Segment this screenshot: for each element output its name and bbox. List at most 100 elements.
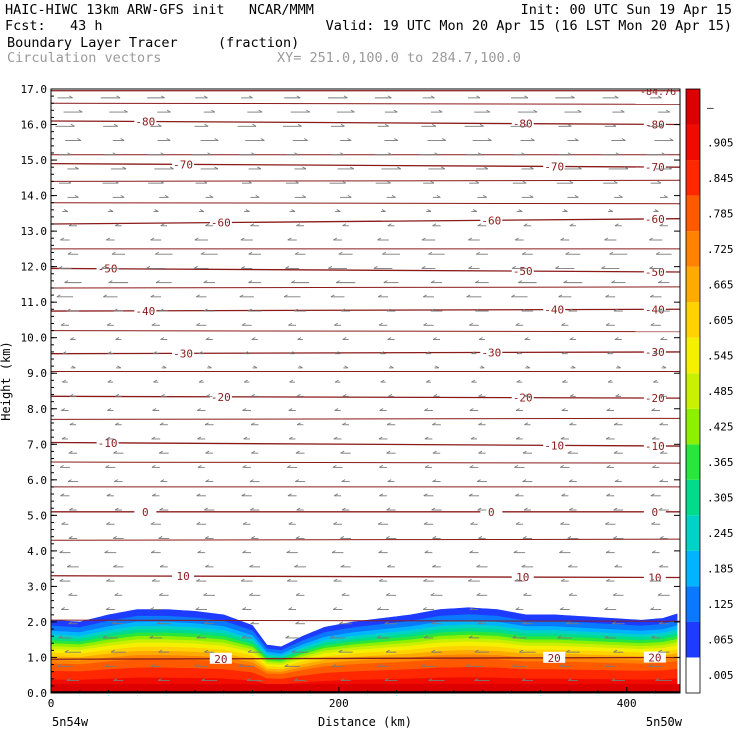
vector-head (67, 479, 72, 482)
y-axis-label: Height (km) (0, 341, 13, 420)
vector-head (68, 621, 73, 625)
vector-head (615, 152, 620, 156)
vector-head (157, 621, 162, 625)
vector-head (197, 464, 202, 468)
vector-head (611, 678, 616, 681)
vector-head (381, 209, 386, 212)
vector-head (64, 280, 69, 284)
vector-head (200, 209, 204, 212)
vector-head (480, 365, 485, 369)
vector-head (484, 166, 489, 170)
vector-head (421, 237, 426, 241)
vector-head (606, 493, 611, 497)
vector-head (659, 422, 664, 426)
vector-head (203, 308, 208, 312)
vector-head (605, 663, 609, 667)
vector-head (330, 294, 335, 298)
vector-head (467, 578, 472, 582)
vector-head (607, 379, 612, 383)
vector-head (606, 464, 611, 468)
vector-head (425, 379, 430, 383)
vector-head (514, 464, 519, 468)
vector-head (624, 166, 629, 170)
vector-head (659, 536, 664, 539)
vector-head (74, 194, 79, 198)
vector-head (442, 138, 446, 141)
tracer-surface-band (51, 684, 680, 693)
vector-head (513, 550, 518, 554)
vector-head (67, 251, 72, 255)
y-tick-label: 0.0 (27, 687, 47, 700)
vector-head (424, 464, 429, 468)
vector-head (241, 493, 246, 497)
x-start-location: 5n54w (52, 715, 89, 729)
vector-head (561, 408, 566, 411)
vector-head (251, 337, 256, 340)
vector-head (658, 621, 663, 625)
contour-label-bg (172, 158, 195, 170)
vector-head (194, 237, 199, 241)
contour-line-extra-3 (51, 202, 680, 205)
contour-label-bg (643, 439, 666, 451)
vector-head (441, 166, 446, 170)
contour-label-bg (480, 346, 503, 358)
vector-head (476, 564, 481, 568)
vector-head (660, 337, 665, 340)
vector-head (523, 223, 528, 227)
vector-head (614, 479, 619, 482)
vector-head (296, 95, 301, 99)
contour-label: -84.76 (640, 87, 676, 98)
contour-label: -40 (135, 305, 155, 318)
vector-head (112, 536, 117, 539)
contour-label-bg (511, 391, 534, 403)
vector-head (421, 663, 426, 667)
vector-head (651, 550, 656, 554)
vector-head (432, 450, 437, 454)
vector-head (384, 123, 389, 127)
vector-head (423, 294, 427, 298)
vector-head (150, 521, 155, 525)
colorbar-swatch (686, 586, 700, 622)
vector-head (106, 578, 111, 582)
vector-head (77, 138, 82, 141)
vector-head (106, 436, 111, 440)
vector-head (379, 408, 384, 411)
vector-head (159, 308, 164, 312)
vector-head (114, 479, 118, 482)
vector-head (303, 138, 308, 141)
vector-head (423, 493, 428, 497)
vector-head (557, 635, 562, 639)
vector-head (150, 663, 155, 667)
vector-head (667, 166, 672, 170)
vector-head (377, 607, 382, 610)
vector-head (512, 635, 517, 639)
vector-head (486, 109, 491, 113)
vector-head (524, 123, 529, 127)
colorbar-label: .365 (707, 456, 734, 469)
contour-line-extra-12 (51, 619, 680, 622)
vector-head (473, 209, 477, 212)
vector-head (516, 351, 521, 355)
vector-head (387, 564, 392, 568)
vector-head (514, 237, 519, 241)
vector-head (568, 564, 573, 568)
vector-head (522, 180, 527, 184)
vector-head (665, 109, 670, 113)
vector-head (475, 308, 480, 312)
vector-head (251, 450, 256, 454)
vector-head (197, 550, 202, 554)
contour-line-extra-9 (51, 461, 680, 464)
vector-head (333, 578, 338, 582)
x-end-location: 5n50w (646, 715, 683, 729)
vector-head (477, 507, 482, 511)
contour-label: -70 (544, 160, 564, 173)
vector-head (373, 266, 378, 269)
vector-head (115, 223, 119, 227)
vector-head (519, 649, 524, 653)
vector-head (521, 564, 526, 568)
colorbar-frame (685, 88, 701, 694)
vector-head (521, 308, 526, 312)
vector-head (618, 194, 623, 198)
vector-head (479, 123, 484, 127)
